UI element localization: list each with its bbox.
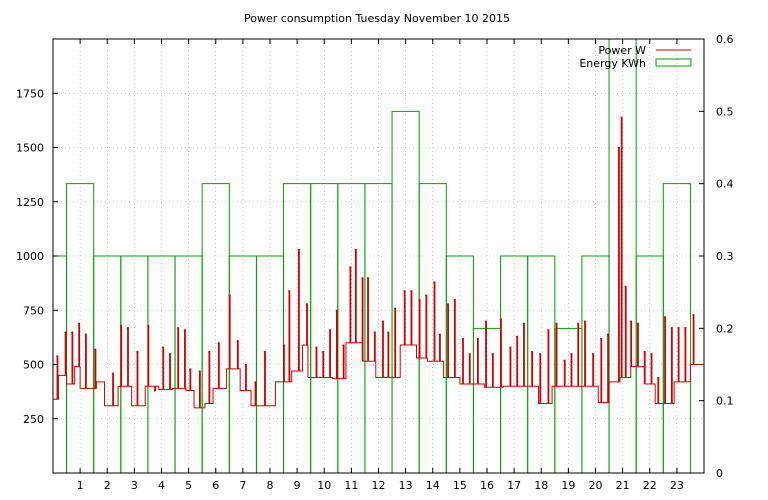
y-right-tick-label: 0.3 (716, 250, 734, 263)
y-left-tick-label: 500 (23, 359, 44, 372)
x-tick-label: 16 (480, 479, 494, 492)
y-right-tick-label: 0.1 (716, 395, 734, 408)
x-tick-label: 12 (372, 479, 386, 492)
legend-label-power: Power W (598, 44, 646, 57)
y-left-tick-label: 1750 (16, 87, 44, 100)
axis-ticks: 1 2 3 4 5 6 7 8 9 10 11 12 13 14 15 16 17 18 19 20 21 22 23250… (16, 33, 734, 492)
x-tick-label: 5 (185, 479, 192, 492)
y-left-tick-label: 1250 (16, 196, 44, 209)
x-tick-label: 6 (212, 479, 219, 492)
y-right-tick-label: 0.5 (716, 105, 734, 118)
x-tick-label: 23 (670, 479, 684, 492)
x-tick-label: 1 (77, 479, 84, 492)
x-tick-label: 7 (239, 479, 246, 492)
y-right-tick-label: 0 (716, 467, 723, 480)
legend-label-energy: Energy KWh (579, 57, 646, 70)
x-tick-label: 17 (507, 479, 521, 492)
x-tick-label: 3 (131, 479, 138, 492)
x-tick-label: 9 (294, 479, 301, 492)
x-tick-label: 10 (317, 479, 331, 492)
legend: Power W Energy KWh (579, 44, 692, 70)
x-tick-label: 14 (426, 479, 440, 492)
y-right-tick-label: 0.4 (716, 178, 734, 191)
y-right-tick-label: 0.6 (716, 33, 734, 46)
x-tick-label: 4 (158, 479, 165, 492)
power-series (53, 116, 704, 409)
y-right-tick-label: 0.2 (716, 322, 734, 335)
energy-bar (662, 183, 691, 473)
y-left-tick-label: 1500 (16, 142, 44, 155)
x-tick-label: 22 (643, 479, 657, 492)
x-tick-label: 19 (561, 479, 575, 492)
x-tick-label: 8 (267, 479, 274, 492)
y-left-tick-label: 250 (23, 413, 44, 426)
chart-title: Power consumption Tuesday November 10 20… (244, 12, 510, 25)
x-tick-label: 18 (534, 479, 548, 492)
x-tick-label: 13 (399, 479, 413, 492)
x-tick-label: 11 (344, 479, 358, 492)
x-tick-label: 21 (616, 479, 630, 492)
legend-swatch-energy (655, 58, 692, 67)
x-tick-label: 20 (589, 479, 603, 492)
y-left-tick-label: 1000 (16, 250, 44, 263)
x-tick-label: 15 (453, 479, 467, 492)
y-left-tick-label: 750 (23, 304, 44, 317)
x-tick-label: 2 (104, 479, 111, 492)
